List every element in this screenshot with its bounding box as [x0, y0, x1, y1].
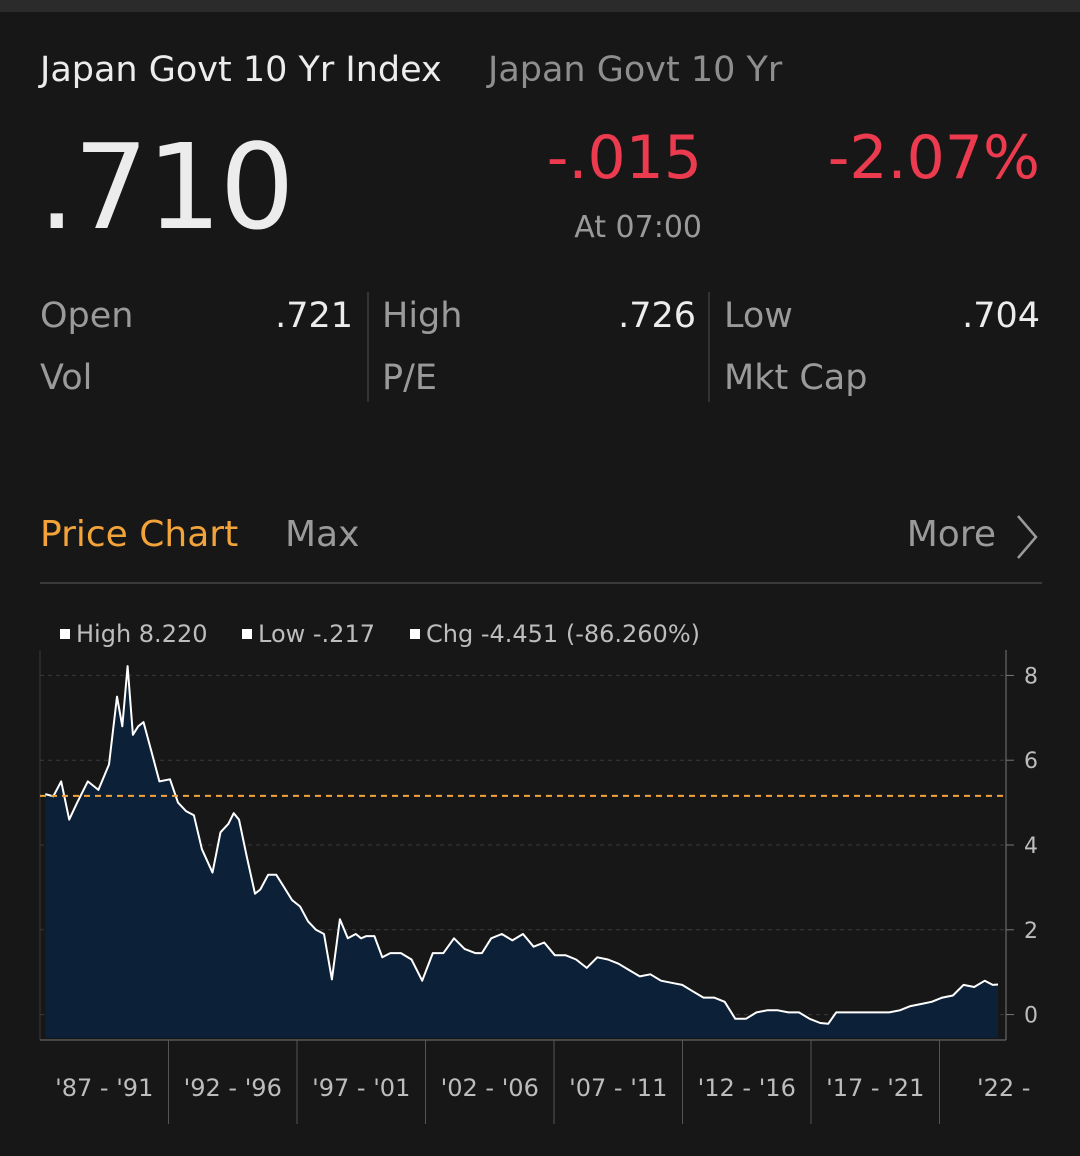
- x-tick-label: '87 - '91: [55, 1074, 153, 1102]
- x-tick-label: '92 - '96: [184, 1074, 282, 1102]
- y-tick-label: 2: [1024, 919, 1038, 944]
- low-value: .704: [962, 296, 1040, 336]
- legend-high-text: High 8.220: [76, 620, 208, 648]
- price-chart-title: Price Chart: [40, 514, 239, 555]
- legend-marker: [242, 629, 252, 639]
- high-label: High: [382, 296, 463, 336]
- legend-marker: [410, 629, 420, 639]
- legend-low-text: Low -.217: [258, 620, 375, 648]
- percent-change: -2.07%: [827, 123, 1040, 193]
- stats-divider: [708, 292, 710, 402]
- more-button[interactable]: More: [906, 514, 996, 555]
- mktcap-label: Mkt Cap: [724, 358, 868, 398]
- y-tick-label: 8: [1024, 664, 1038, 689]
- page-title: Japan Govt 10 Yr Index: [40, 50, 442, 90]
- open-label: Open: [40, 296, 134, 336]
- high-value: .726: [618, 296, 696, 336]
- x-tick-label: '17 - '21: [826, 1074, 924, 1102]
- x-tick-label: '07 - '11: [569, 1074, 667, 1102]
- price-chart[interactable]: 8 6 4 2 0 '87 - '91 '92 - '96 '97 - '01 '02 - '0…: [0, 640, 1080, 1140]
- last-price: .710: [38, 118, 295, 256]
- chevron-right-icon[interactable]: [1014, 512, 1040, 562]
- quote-timestamp: At 07:00: [574, 210, 702, 245]
- status-bar-strip: [0, 0, 1080, 12]
- y-tick-label: 6: [1024, 749, 1038, 774]
- y-tick-label: 4: [1024, 834, 1038, 859]
- legend-chg-text: Chg -4.451 (-86.260%): [426, 620, 700, 648]
- chart-range-selector[interactable]: Max: [285, 514, 360, 555]
- vol-label: Vol: [40, 358, 93, 398]
- legend-low: Low -.217: [242, 620, 375, 648]
- legend-high: High 8.220: [60, 620, 208, 648]
- section-divider: [40, 582, 1042, 584]
- page-subtitle: Japan Govt 10 Yr: [488, 50, 783, 90]
- x-tick-label: '02 - '06: [441, 1074, 539, 1102]
- stats-divider: [367, 292, 369, 402]
- x-tick-label: '12 - '16: [698, 1074, 796, 1102]
- net-change: -.015: [546, 123, 702, 193]
- legend-marker: [60, 629, 70, 639]
- series-line: [45, 665, 999, 1025]
- series-area: [45, 666, 999, 1038]
- pe-label: P/E: [382, 358, 438, 398]
- legend-chg: Chg -4.451 (-86.260%): [410, 620, 700, 648]
- low-label: Low: [724, 296, 793, 336]
- x-tick-label: '22 -: [977, 1074, 1030, 1102]
- y-tick-label: 0: [1024, 1004, 1038, 1029]
- open-value: .721: [275, 296, 353, 336]
- x-tick-label: '97 - '01: [312, 1074, 410, 1102]
